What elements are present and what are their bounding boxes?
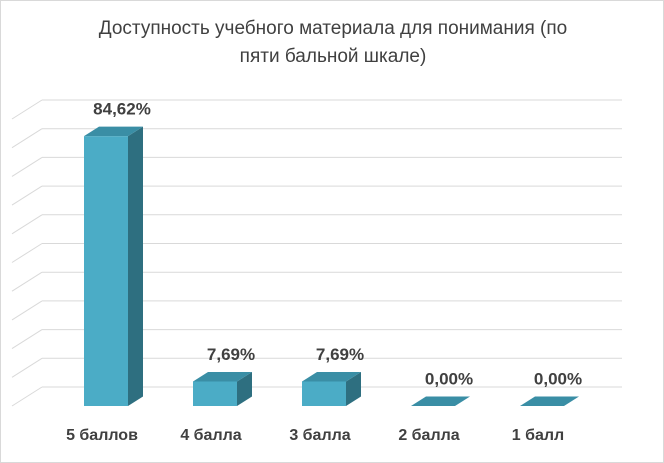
bar-top [84, 126, 143, 137]
bar-front [84, 136, 128, 406]
gridline-depth [11, 185, 43, 206]
gridline-depth [11, 128, 43, 149]
gridline-depth [11, 214, 43, 235]
bars [84, 126, 579, 406]
bar-3 [302, 371, 361, 406]
bar-front [193, 381, 237, 406]
data-label: 7,69% [316, 345, 364, 364]
gridline-depth [11, 156, 43, 177]
category-label: 3 балла [289, 427, 350, 444]
gridline-depth [11, 300, 43, 321]
bar-2 [193, 371, 252, 406]
bar-4 [411, 396, 470, 406]
bar-side [346, 371, 361, 406]
data-label: 84,62% [93, 100, 151, 119]
gridline-depth [11, 329, 43, 350]
data-label: 7,69% [207, 345, 255, 364]
data-labels: 84,62% 7,69% 7,69% 0,00% 0,00% [93, 100, 582, 389]
bar-top [411, 396, 470, 406]
category-labels: 5 баллов 4 балла 3 балла 2 балла 1 балл [66, 427, 564, 444]
category-label: 1 балл [512, 427, 564, 444]
data-label: 0,00% [534, 370, 582, 389]
category-label: 4 балла [180, 427, 241, 444]
bar-front [302, 381, 346, 406]
bar-side [237, 371, 252, 406]
chart-title-line-2: пяти бальной шкале) [239, 46, 427, 67]
gridline-depth [11, 243, 43, 263]
bar-top [520, 396, 579, 406]
category-label: 5 баллов [66, 427, 138, 444]
bar-1 [84, 126, 143, 406]
category-label: 2 балла [398, 427, 459, 444]
chart-title-line-1: Доступность учебного материала для поним… [98, 18, 568, 39]
chart-title: Доступность учебного материала для поним… [61, 15, 605, 71]
bar-5 [520, 396, 579, 406]
gridline-depth [11, 271, 43, 292]
gridline-depth [11, 386, 43, 407]
gridline-depth [11, 99, 43, 120]
gridline-depth [11, 357, 43, 378]
bar-side [128, 126, 143, 406]
bar-top [302, 371, 361, 382]
data-label: 0,00% [425, 370, 473, 389]
bar-top [193, 371, 252, 382]
